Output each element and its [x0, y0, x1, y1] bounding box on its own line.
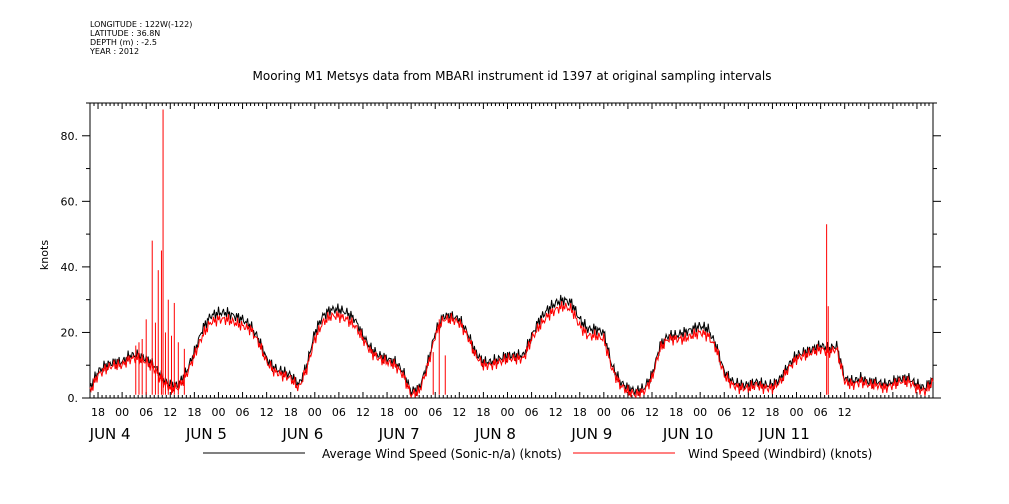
- x-hour-label: 00: [500, 406, 514, 419]
- chart-title: Mooring M1 Metsys data from MBARI instru…: [253, 69, 772, 83]
- y-tick-label: 20.: [61, 326, 79, 339]
- year-text: YEAR : 2012: [90, 47, 140, 56]
- y-axis-label: knots: [38, 240, 51, 270]
- x-hour-label: 18: [476, 406, 490, 419]
- x-date-label: JUN 11: [758, 425, 809, 443]
- x-hour-label: 06: [621, 406, 635, 419]
- x-hour-label: 06: [428, 406, 442, 419]
- x-hour-label: 18: [573, 406, 587, 419]
- x-hour-label: 00: [115, 406, 129, 419]
- x-hour-label: 12: [260, 406, 274, 419]
- axis-ticks: [82, 102, 941, 399]
- x-date-label: JUN 4: [89, 425, 131, 443]
- y-tick-label: 60.: [61, 195, 79, 208]
- x-hour-label: 12: [741, 406, 755, 419]
- x-hour-label: 12: [163, 406, 177, 419]
- x-hour-label: 00: [693, 406, 707, 419]
- legend: Average Wind Speed (Sonic-n/a) (knots) W…: [203, 447, 872, 461]
- x-date-label: JUN 8: [474, 425, 516, 443]
- x-hour-label: 00: [597, 406, 611, 419]
- x-hour-label: 12: [645, 406, 659, 419]
- x-hour-label: 06: [525, 406, 539, 419]
- x-hour-label: 18: [187, 406, 201, 419]
- metadata-block: LONGITUDE : 122W(-122) LATITUDE : 36.8N …: [90, 20, 192, 56]
- axis-labels: 0. 20. 40. 60. 80. 18 00 06 12 18 00 06 12 18 00 06 12 18…: [61, 130, 852, 443]
- x-hour-label: 12: [356, 406, 370, 419]
- x-hour-label: 18: [91, 406, 105, 419]
- x-hour-label: 00: [211, 406, 225, 419]
- x-hour-label: 00: [404, 406, 418, 419]
- x-hour-label: 06: [236, 406, 250, 419]
- depth-text: DEPTH (m) : -2.5: [90, 38, 157, 47]
- y-tick-label: 80.: [61, 130, 79, 143]
- longitude-text: LONGITUDE : 122W(-122): [90, 20, 193, 29]
- x-hour-label: 18: [380, 406, 394, 419]
- x-hour-label: 00: [308, 406, 322, 419]
- x-date-label: JUN 9: [570, 425, 612, 443]
- series-line-average-wind-speed: [89, 294, 934, 396]
- x-date-label: JUN 7: [378, 425, 420, 443]
- x-hour-label: 06: [139, 406, 153, 419]
- legend-label-avg: Average Wind Speed (Sonic-n/a) (knots): [322, 447, 562, 461]
- x-date-label: JUN 6: [281, 425, 323, 443]
- x-hour-label: 06: [332, 406, 346, 419]
- x-hour-label: 00: [790, 406, 804, 419]
- x-hour-label: 12: [452, 406, 466, 419]
- x-date-label: JUN 10: [662, 425, 713, 443]
- y-tick-label: 40.: [61, 261, 79, 274]
- latitude-text: LATITUDE : 36.8N: [90, 29, 161, 38]
- series-line-windbird: [89, 301, 934, 399]
- x-hour-label: 18: [284, 406, 298, 419]
- legend-label-windbird: Wind Speed (Windbird) (knots): [688, 447, 872, 461]
- x-hour-label: 12: [838, 406, 852, 419]
- y-tick-label: 0.: [68, 392, 79, 405]
- x-date-label: JUN 5: [185, 425, 227, 443]
- x-hour-label: 06: [814, 406, 828, 419]
- x-hour-label: 06: [717, 406, 731, 419]
- x-hour-label: 12: [549, 406, 563, 419]
- series-layer: [89, 109, 934, 399]
- x-hour-label: 18: [765, 406, 779, 419]
- x-hour-label: 18: [669, 406, 683, 419]
